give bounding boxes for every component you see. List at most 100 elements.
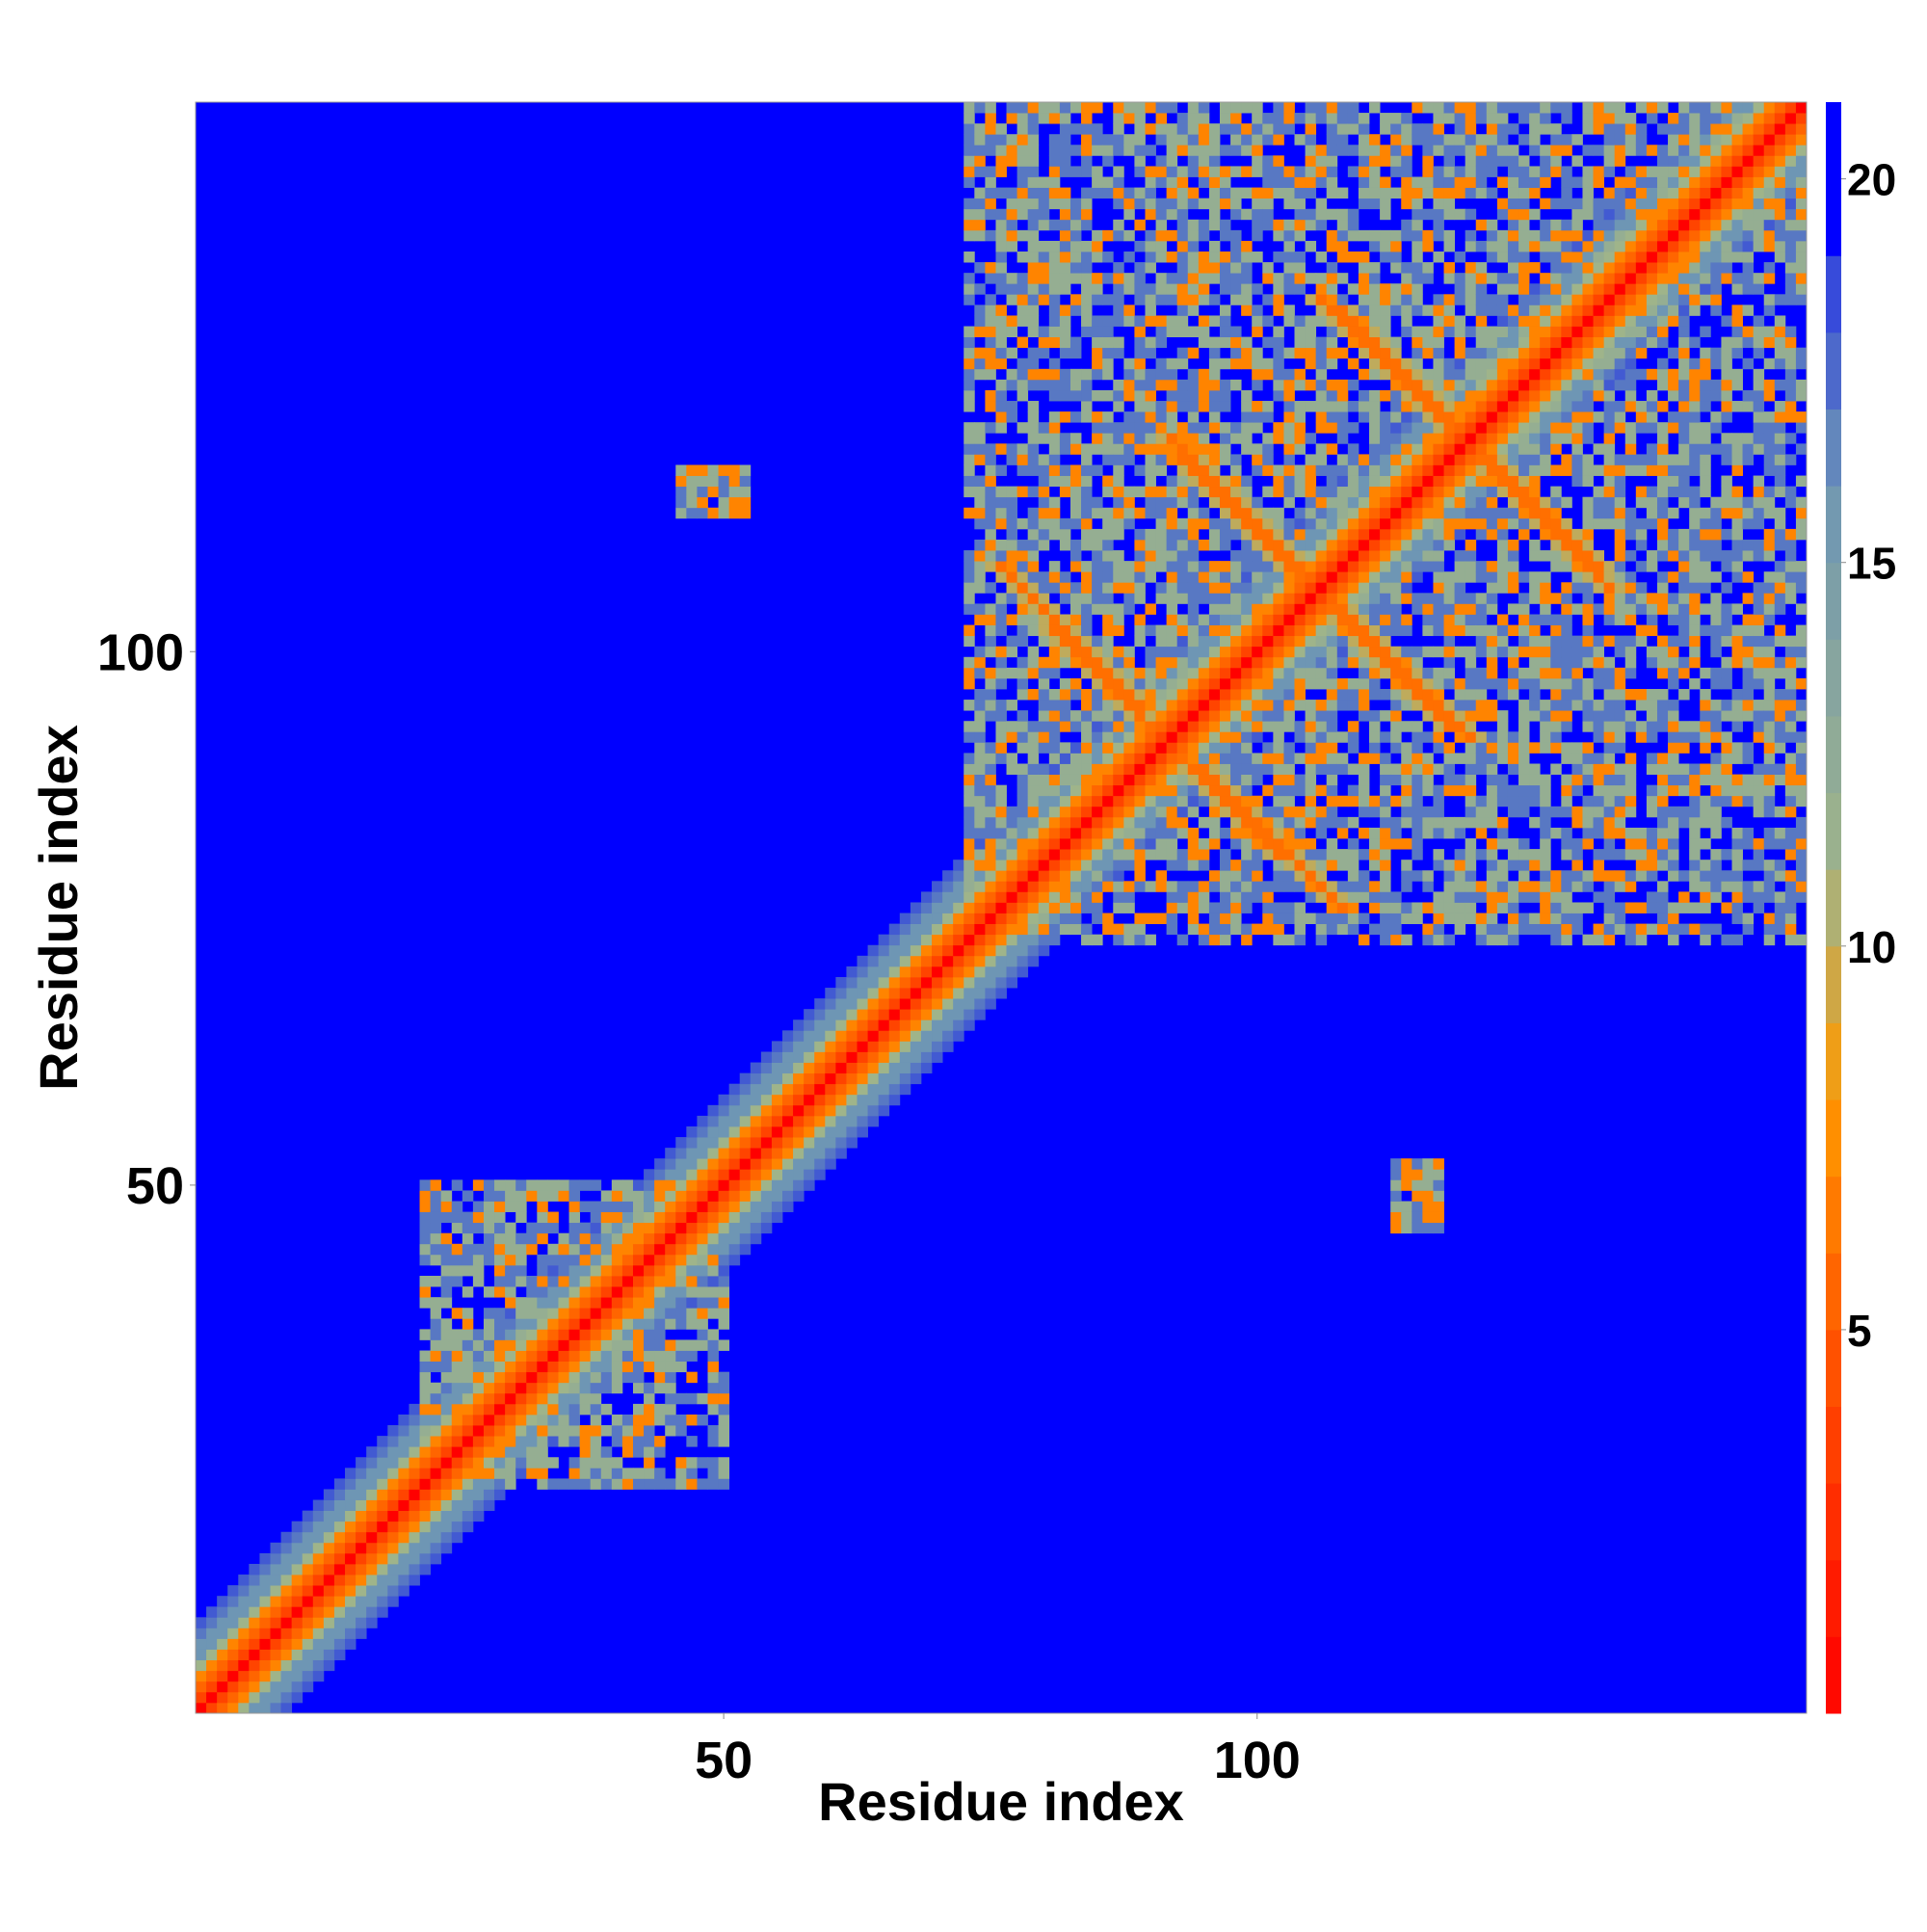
heatmap-cell [632, 1414, 645, 1426]
heatmap-cell [1069, 411, 1082, 423]
heatmap-cell [1038, 891, 1050, 903]
heatmap-cell [590, 1308, 602, 1319]
heatmap-cell [632, 1243, 645, 1256]
heatmap-cell [1486, 881, 1498, 892]
heatmap-cell [356, 1617, 367, 1628]
heatmap-cell [1422, 774, 1434, 786]
heatmap-cell [1412, 1211, 1423, 1224]
heatmap-cell [1155, 357, 1168, 370]
heatmap-cell [1315, 294, 1328, 305]
heatmap-cell [366, 1575, 378, 1586]
heatmap-cell [782, 1148, 794, 1159]
heatmap-cell [1347, 635, 1359, 648]
heatmap-cell [1294, 913, 1306, 925]
heatmap-cell [1336, 251, 1349, 263]
heatmap-cell [356, 1552, 367, 1565]
heatmap-cell [1123, 891, 1135, 903]
heatmap-cell [920, 1051, 933, 1063]
heatmap-cell [1134, 689, 1146, 701]
heatmap-cell [974, 166, 986, 177]
heatmap-cell [1123, 379, 1135, 391]
heatmap-cell [1390, 528, 1402, 541]
heatmap-cell [1134, 763, 1146, 775]
heatmap-cell [1412, 1201, 1423, 1212]
heatmap-cell [846, 1019, 858, 1031]
heatmap-cell [1187, 422, 1200, 434]
heatmap-cell [1496, 357, 1509, 370]
heatmap-cell [206, 1649, 218, 1661]
heatmap-cell [728, 1190, 741, 1202]
heatmap-cell [621, 1264, 634, 1277]
heatmap-cell [1069, 582, 1082, 594]
heatmap-cell [1433, 315, 1444, 327]
heatmap-cell [1465, 176, 1477, 188]
heatmap-cell [419, 1286, 431, 1298]
heatmap-cell [1113, 614, 1124, 625]
heatmap-cell [259, 1691, 271, 1704]
heatmap-cell [345, 1531, 356, 1544]
heatmap-cell [1475, 571, 1488, 583]
heatmap-cell [1433, 1190, 1444, 1202]
heatmap-cell [1198, 145, 1210, 156]
heatmap-cell [1016, 102, 1029, 114]
heatmap-cell [1059, 827, 1071, 839]
heatmap-cell [547, 1190, 559, 1202]
heatmap-cell [1347, 102, 1359, 114]
heatmap-cell [1454, 251, 1466, 263]
heatmap-cell [505, 1457, 516, 1469]
heatmap-cell [1016, 816, 1029, 829]
heatmap-cell [910, 1009, 922, 1020]
heatmap-cell [1166, 561, 1178, 572]
heatmap-cell [1358, 849, 1370, 860]
heatmap-cell [974, 262, 986, 274]
heatmap-cell [1475, 528, 1488, 541]
heatmap-cell [1390, 401, 1402, 412]
heatmap-cell [707, 1211, 719, 1224]
heatmap-cell [910, 1062, 922, 1074]
heatmap-cell [451, 1264, 463, 1277]
heatmap-cell [654, 1169, 666, 1180]
heatmap-cell [227, 1702, 239, 1714]
heatmap-cell [1027, 464, 1040, 476]
heatmap-cell [590, 1425, 602, 1437]
heatmap-cell [430, 1232, 442, 1245]
heatmap-cell [440, 1361, 453, 1373]
heatmap-cell [985, 315, 996, 327]
heatmap-cell [356, 1521, 367, 1533]
heatmap-cell [1262, 827, 1274, 839]
heatmap-cell [1283, 677, 1295, 690]
heatmap-cell [1443, 774, 1455, 786]
heatmap-cell [1283, 304, 1295, 316]
heatmap-cell [1187, 582, 1200, 594]
heatmap-cell [644, 1339, 655, 1351]
heatmap-cell [1038, 677, 1050, 690]
heatmap-cell [1113, 123, 1124, 135]
heatmap-cell [1358, 166, 1370, 177]
heatmap-cell [985, 998, 996, 1010]
heatmap-cell [1305, 731, 1317, 743]
heatmap-cell [1315, 113, 1328, 124]
heatmap-cell [1208, 806, 1221, 818]
heatmap-cell [1380, 304, 1391, 316]
heatmap-cell [1273, 774, 1284, 786]
heatmap-cell [825, 1158, 836, 1170]
heatmap-cell [1443, 486, 1455, 498]
heatmap-cell [718, 1232, 730, 1245]
heatmap-cell [1187, 454, 1200, 465]
heatmap-cell [1176, 219, 1189, 231]
heatmap-cell [462, 1521, 474, 1533]
heatmap-cell [505, 1308, 516, 1319]
heatmap-cell [1283, 614, 1295, 625]
heatmap-cell [1102, 593, 1114, 604]
heatmap-cell [505, 1414, 516, 1426]
heatmap-cell [419, 1563, 431, 1575]
heatmap-cell [1027, 944, 1040, 957]
heatmap-cell [1081, 304, 1093, 316]
heatmap-cell [1401, 934, 1412, 946]
heatmap-cell [1507, 571, 1519, 583]
heatmap-cell [857, 1062, 868, 1074]
heatmap-cell [1016, 710, 1029, 722]
heatmap-cell [739, 1158, 752, 1170]
heatmap-cell [1475, 176, 1488, 188]
heatmap-cell [771, 1115, 783, 1127]
